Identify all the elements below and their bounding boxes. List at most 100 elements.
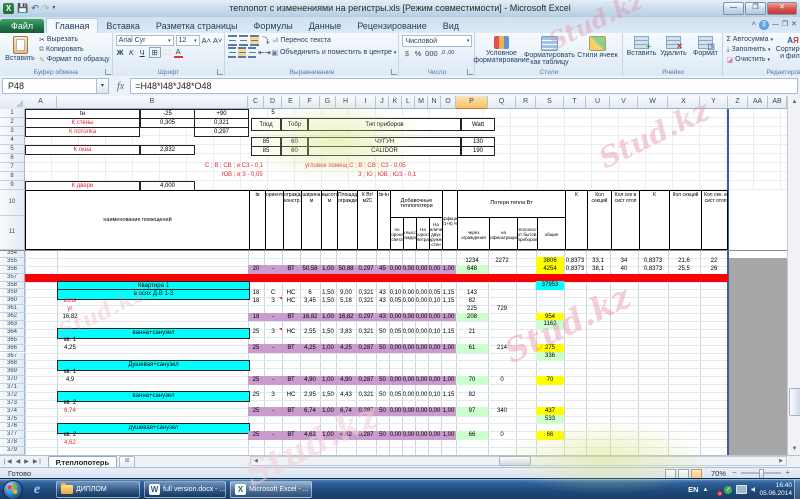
device-table-cell[interactable]: 85 [251,146,281,156]
grid-cell-J366[interactable]: 50 [376,344,389,353]
grid-cell-G366[interactable]: 1,00 [320,344,336,353]
row-header-377[interactable]: 377 [0,431,25,440]
column-header-T[interactable]: T [564,96,586,109]
next-sheet-icon[interactable]: ▶ [24,458,29,465]
grid-cell-D377[interactable]: - [264,430,282,440]
grid-cell-G360[interactable]: 1,50 [322,297,334,304]
row-header-10[interactable]: 10 [0,190,25,216]
grid-cell-O370[interactable]: 1,00 [441,375,456,385]
grid-cell-F372[interactable]: 2,95 [304,392,316,399]
decimal-icons[interactable]: ,0 ,00 [440,50,455,56]
column-header-X[interactable]: X [668,96,700,109]
start-button[interactable] [3,480,23,499]
grid-cell-J372[interactable]: 50 [379,392,386,399]
grid-cell-Q366[interactable]: 214 [496,345,507,352]
grid-cell-E362[interactable]: ВТ [282,312,300,322]
grid-cell-L364[interactable]: 0,00 [402,329,415,336]
grid-cell-S362[interactable]: 954 [536,312,564,322]
grid-cell-O360[interactable]: 1,15 [442,297,455,304]
grid-cell-F356[interactable]: 50,58 [300,265,320,275]
column-header-U[interactable]: U [586,96,610,109]
grid-cell-K359[interactable]: 0,10 [389,289,402,296]
workbook-close-icon[interactable]: ✕ [791,21,797,28]
row-header-357[interactable]: 357 [0,273,25,282]
zoom-slider[interactable]: − + [732,469,790,479]
grid-cell-D374[interactable]: - [264,407,282,417]
grid-cell-S374[interactable]: 437 [536,407,564,417]
row-header-373[interactable]: 373 [0,399,25,408]
grid-cell-I364[interactable]: 0,321 [358,329,374,336]
copy-button[interactable]: ⧉ Копировать [39,45,110,54]
grid-cell-O366[interactable]: 1,00 [441,344,456,353]
grid-cell-S363[interactable]: 1162 [536,320,564,330]
row-header-356[interactable]: 356 [0,265,25,274]
grid-cell-I360[interactable]: 0,321 [358,297,374,304]
row-header-379[interactable]: 379 [0,447,25,455]
network-icon[interactable] [736,485,748,494]
row-header-376[interactable]: 376 [0,423,25,432]
delete-cells-button[interactable]: ✕ Удалить [658,35,688,67]
vertical-scroll-thumb[interactable] [789,388,800,416]
grid-cell-M372[interactable]: 0,00 [415,392,428,399]
grid-cell-G374[interactable]: 1,00 [320,407,336,417]
grid-cell-B369[interactable]: кв. 1 [63,368,77,375]
grid-cell-V355[interactable]: 34 [620,258,628,265]
scroll-up-icon[interactable]: ▲ [791,99,798,105]
align-center-icon[interactable] [238,47,247,58]
grid-cell-S356[interactable]: 4254 [536,265,564,275]
align-top-icon[interactable] [228,35,238,46]
shrink-font-icon[interactable]: A˅ [213,36,223,45]
grid-cell-M356[interactable]: 0,00 [415,265,428,275]
formula-input[interactable]: =H48*I48*J48*O48 [130,78,798,94]
grid-cell-C374[interactable]: 25 [248,407,264,417]
volume-icon[interactable] [751,486,756,493]
grid-cell-Y355[interactable]: 22 [710,258,718,265]
grid-cell-B368[interactable]: Душевая+санузел [57,359,250,371]
grid-cell-D366[interactable]: - [264,344,282,353]
column-header-C[interactable]: C [248,96,264,109]
horizontal-scrollbar[interactable]: ◀ ▶ [250,456,787,466]
tab-file[interactable]: Файл [0,19,45,33]
frozen-pane-split[interactable] [0,250,787,251]
column-header-Y[interactable]: Y [700,96,728,109]
grid-cell-J370[interactable]: 50 [376,375,389,385]
grid-cell-D370[interactable]: - [264,375,282,385]
conditional-formatting-button[interactable]: Условное форматирование [473,35,530,67]
row-header-358[interactable]: 358 [0,281,25,290]
grid-cell-Q370[interactable]: 0 [500,376,504,383]
zoom-level[interactable]: 70% [710,469,726,478]
device-table-cell[interactable]: 190 [461,146,495,156]
column-header-V[interactable]: V [610,96,638,109]
grid-cell-S377[interactable]: 66 [536,430,564,440]
column-header-Z[interactable]: Z [728,96,748,109]
grid-cell-F377[interactable]: 4,62 [300,430,320,440]
grid-cell-E364[interactable]: НС [286,329,296,336]
grid-cell-P372[interactable]: 82 [468,392,476,399]
grid-cell-F374[interactable]: 6,74 [300,407,320,417]
qat-dropdown-icon[interactable]: ▾ [52,5,56,11]
grid-cell-N359[interactable]: 0,05 [428,289,441,296]
cell-styles-button[interactable]: Стили ячеек [574,35,620,67]
grid-cell-L372[interactable]: 0,00 [402,392,415,399]
column-header-AB[interactable]: AB [768,96,787,109]
row-header-355[interactable]: 355 [0,257,25,266]
align-middle-icon[interactable] [239,35,249,46]
tab-data[interactable]: Данные [308,21,342,31]
grid-cell-E356[interactable]: ВТ [282,265,300,275]
grid-cell-H370[interactable]: 4,90 [336,375,356,385]
grid-cell-C364[interactable]: 25 [252,329,260,336]
name-box[interactable]: P48 [2,78,97,94]
grid-cell-N356[interactable]: 0,00 [428,265,441,275]
collapse-ribbon-icon[interactable]: ˄ [751,21,756,28]
grid-cell-I362[interactable]: 0,297 [356,312,376,322]
constant-value[interactable]: 2,832 [140,145,195,155]
column-header-H[interactable]: H [336,96,356,109]
bold-button[interactable]: Ж [116,48,124,57]
insert-cells-button[interactable]: + Вставить [626,35,656,67]
grid-cell-W356[interactable]: 0,8373 [643,266,663,273]
workbook-restore-icon[interactable]: ❐ [781,21,789,28]
tab-view[interactable]: Вид [442,21,459,31]
grid-cell-H356[interactable]: 50,88 [336,265,356,275]
grid-cell-L377[interactable]: 0,00 [402,430,415,440]
grid-cell-P362[interactable]: 208 [456,312,488,322]
